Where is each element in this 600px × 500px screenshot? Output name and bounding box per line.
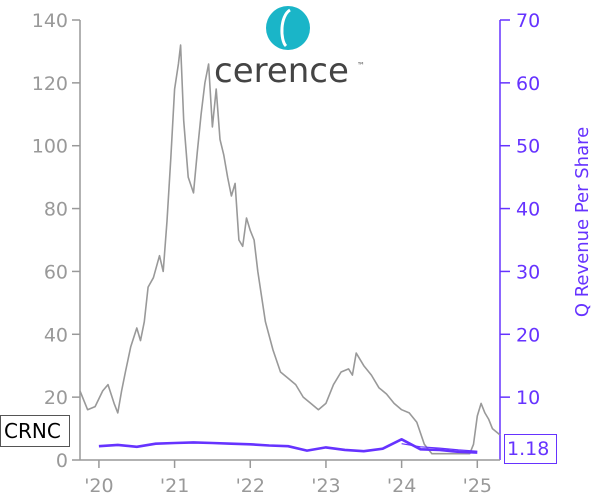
right-tick-label: 10: [516, 387, 540, 409]
left-tick-label: 20: [44, 387, 68, 409]
x-tick-label: '25: [463, 475, 492, 497]
right-tick-label: 70: [516, 10, 540, 32]
x-tick-label: '21: [160, 475, 189, 497]
x-tick-label: '22: [236, 475, 265, 497]
cerence-logo: cerence ™: [214, 2, 365, 91]
trademark-mark: ™: [357, 61, 364, 70]
revenue-per-share-line: [98, 437, 478, 454]
price-line: [79, 44, 501, 455]
x-tick-label: '20: [84, 475, 113, 497]
left-tick-label: 120: [32, 73, 68, 95]
right-tick-label: 50: [516, 136, 540, 158]
x-tick-label: '23: [311, 475, 340, 497]
left-tick-label: 100: [32, 136, 68, 158]
right-tick-label: 20: [516, 324, 540, 346]
left-tick-label: 0: [56, 450, 68, 472]
left-tick-label: 60: [44, 261, 68, 283]
series-layer: [79, 44, 501, 455]
x-tick-label: '24: [387, 475, 416, 497]
right-axis: 10 20 30 40 50 60 70: [499, 10, 540, 460]
right-tick-label: 60: [516, 73, 540, 95]
last-value-label: 1.18: [504, 434, 557, 464]
logo-text: cerence: [214, 51, 349, 88]
left-tick-label: 140: [32, 10, 68, 32]
right-tick-label: 40: [516, 199, 540, 221]
left-tick-label: 40: [44, 324, 68, 346]
right-tick-label: 30: [516, 261, 540, 283]
cerence-logo-icon: [266, 6, 310, 50]
right-axis-label: Q Revenue Per Share: [572, 127, 593, 317]
left-axis: 0 20 40 60 80 100 120 140: [32, 10, 81, 472]
ticker-label: CRNC: [0, 415, 70, 447]
revenue-secondary-line: [401, 443, 478, 452]
left-tick-label: 80: [44, 199, 68, 221]
x-axis: '20 '21 '22 '23 '24 '25: [80, 459, 500, 497]
